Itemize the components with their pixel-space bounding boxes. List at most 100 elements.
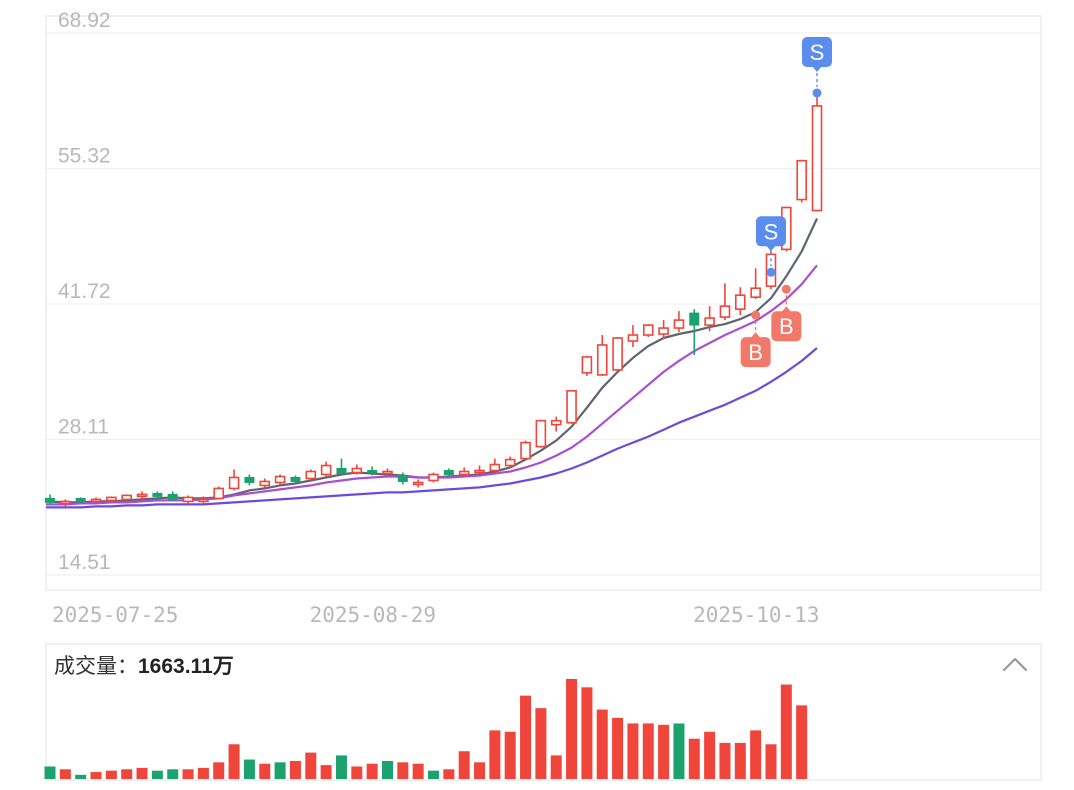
volume-bar: [535, 708, 547, 779]
candle-body: [290, 476, 301, 482]
volume-bar: [780, 684, 792, 779]
candle-body: [612, 337, 623, 371]
candle: [719, 283, 731, 321]
volume-bar: [474, 762, 486, 779]
candle: [305, 469, 317, 481]
candle: [45, 494, 55, 506]
candle-body: [689, 312, 700, 326]
volume-bar: [704, 731, 716, 779]
volume-bar: [305, 752, 317, 779]
volume-bar: [596, 709, 608, 779]
volume-bar: [550, 755, 562, 779]
candle: [136, 491, 148, 500]
y-tick-label: 41.72: [58, 280, 111, 303]
candle-body: [535, 419, 547, 448]
candle-body: [458, 470, 470, 476]
signal-label: S: [764, 219, 779, 244]
candle: [397, 472, 408, 485]
volume-bar: [182, 769, 194, 779]
candle-body: [673, 319, 685, 329]
signal-badge: [802, 36, 832, 67]
signal-dot: [766, 267, 776, 277]
candle: [244, 474, 255, 486]
candle-body: [259, 480, 271, 487]
candle: [734, 287, 746, 316]
volume-bar: [458, 751, 470, 779]
candle: [673, 311, 685, 333]
candle-body: [367, 470, 378, 473]
volume-bar: [734, 742, 746, 779]
volume-bar: [121, 769, 133, 779]
candle: [351, 464, 363, 475]
volume-bar: [167, 769, 179, 779]
candle-body: [167, 493, 178, 500]
candle: [550, 416, 562, 432]
candle-body: [719, 305, 731, 318]
candle-body: [136, 493, 148, 498]
candle-body: [274, 475, 286, 484]
signal-label: B: [748, 340, 763, 365]
y-tick-label: 14.51: [58, 551, 111, 574]
volume-bar: [642, 723, 654, 779]
volume-bar: [243, 759, 255, 779]
candle: [428, 472, 439, 483]
candle-body: [397, 474, 408, 482]
candle: [750, 268, 761, 300]
candle-body: [627, 334, 639, 342]
volume-bar: [381, 760, 393, 779]
signal-badge: [755, 216, 786, 247]
candle: [75, 497, 86, 504]
candle-body: [704, 317, 715, 326]
buy-signal: B: [771, 284, 802, 342]
volume-label: 成交量：: [54, 655, 138, 678]
candle: [167, 491, 178, 502]
candle: [121, 494, 132, 501]
volume-bar: [259, 763, 271, 779]
candle: [627, 325, 639, 347]
candle: [60, 499, 71, 507]
signal-pointer: [781, 306, 792, 313]
candle-body: [520, 441, 531, 460]
volume-bar: [719, 742, 731, 779]
price-chart: 68.92 55.32 41.72 28.11 14.51 2025-07-25 2025-…: [45, 9, 1042, 627]
candle: [689, 309, 700, 355]
signal-pointer: [750, 332, 761, 339]
signal-badge: [771, 311, 802, 342]
volume-bar: [658, 724, 670, 779]
ma-line-3: [46, 347, 818, 509]
candle-body: [412, 481, 424, 486]
sell-signal: S: [802, 36, 832, 98]
volume-bar: [750, 730, 762, 779]
candle-body: [489, 463, 501, 472]
volume-bar: [520, 695, 532, 779]
y-tick-label: 68.92: [58, 9, 111, 32]
collapse-chevron-up-icon[interactable]: [998, 650, 1032, 680]
candle-body: [152, 492, 163, 497]
candle-body: [351, 467, 363, 474]
candle-body: [596, 344, 608, 376]
volume-bar: [504, 731, 516, 779]
signal-label: B: [779, 314, 794, 339]
volume-bar: [44, 766, 56, 779]
candle: [274, 474, 286, 485]
candle: [290, 475, 301, 484]
candle-body: [796, 159, 807, 201]
candle-body: [244, 476, 255, 483]
candle: [489, 458, 501, 472]
volume-bar: [335, 755, 347, 779]
candle: [581, 355, 593, 376]
x-tick-label: 2025-10-13: [693, 603, 819, 627]
candle: [704, 306, 715, 332]
candle-body: [504, 458, 516, 467]
plot-frame: [45, 15, 1042, 591]
candle-body: [182, 496, 194, 503]
volume-bar: [59, 769, 71, 779]
volume-bar: [90, 772, 102, 779]
volume-bar: [136, 767, 148, 779]
volume-header: 成交量：1663.11万: [54, 650, 234, 680]
volume-bar: [443, 769, 455, 779]
candle-body: [642, 324, 654, 336]
candle: [474, 465, 485, 474]
candle-body: [474, 469, 485, 474]
